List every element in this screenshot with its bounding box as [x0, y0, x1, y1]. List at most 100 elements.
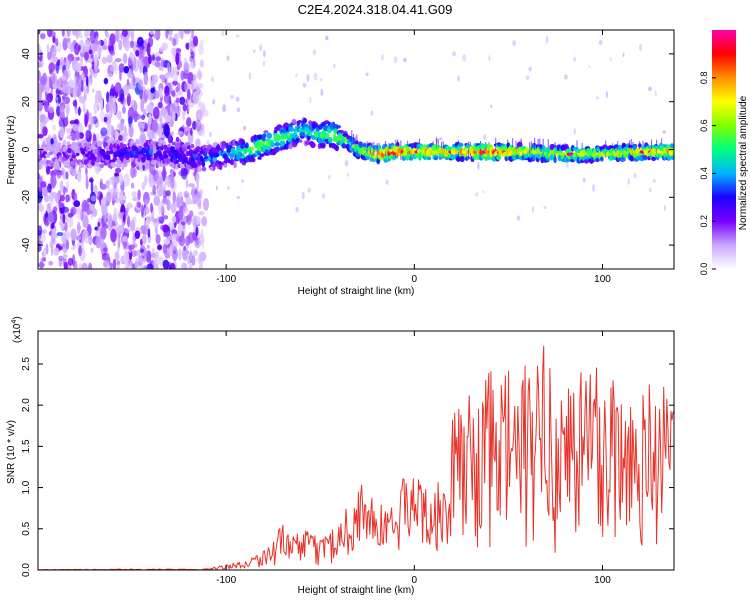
heatmap-noise-cell [152, 219, 160, 228]
heatmap-ridge-cell [314, 130, 320, 135]
heatmap-noise-cell [81, 262, 89, 269]
spectrogram-y-tick-label: -20 [21, 190, 32, 205]
heatmap-noise-cell [42, 229, 47, 234]
heatmap-noise-cell [235, 34, 240, 38]
heatmap-ridge-cell [484, 143, 489, 149]
heatmap-noise-cell [197, 104, 204, 109]
heatmap-noise-cell [122, 52, 128, 65]
heatmap-ridge-cell [240, 143, 245, 149]
heatmap-noise-cell [209, 131, 212, 138]
heatmap-noise-cell [47, 51, 52, 61]
heatmap-noise-cell [306, 74, 310, 82]
heatmap-noise-cell [70, 44, 75, 53]
heatmap-noise-cell [121, 106, 126, 114]
heatmap-streak [351, 130, 353, 146]
heatmap-noise-cell [194, 189, 198, 195]
heatmap-noise-cell [197, 93, 201, 106]
heatmap-ridge-cell [111, 162, 116, 168]
heatmap-noise-cell [236, 195, 241, 199]
heatmap-noise-cell [94, 53, 98, 67]
heatmap-noise-cell [191, 30, 195, 39]
spectrogram-y-axis-label: Frequency (Hz) [6, 116, 17, 185]
heatmap-ridge-cell [520, 145, 527, 150]
heatmap-noise-cell [97, 221, 101, 227]
heatmap-noise-cell [124, 228, 131, 234]
heatmap-noise-cell [180, 70, 185, 81]
heatmap-noise-cell [147, 228, 151, 238]
heatmap-noise-cell [110, 228, 117, 243]
heatmap-noise-cell [47, 183, 52, 194]
snr-multiplier-exponent: 4 [11, 320, 18, 324]
heatmap-noise-cell [67, 257, 74, 266]
heatmap-noise-cell [648, 86, 652, 92]
heatmap-noise-cell [295, 73, 298, 78]
heatmap-noise-cell [262, 61, 266, 67]
heatmap-ridge-cell [223, 163, 228, 168]
heatmap-noise-cell [151, 253, 156, 258]
heatmap-noise-cell [144, 198, 149, 205]
heatmap-noise-cell [144, 122, 148, 132]
heatmap-ridge-cell [221, 140, 227, 146]
heatmap-noise-cell [147, 121, 151, 130]
heatmap-noise-cell [482, 190, 485, 194]
heatmap-noise-cell [171, 215, 177, 223]
heatmap-noise-cell [38, 204, 44, 213]
heatmap-ridge-cell [182, 156, 188, 164]
heatmap-noise-cell [227, 185, 230, 191]
heatmap-ridge-cell [164, 154, 169, 159]
heatmap-noise-cell [301, 191, 305, 200]
heatmap-noise-cell [84, 30, 89, 37]
colorbar-ticks: 0.0 0.2 0.4 0.6 0.8 [699, 72, 716, 275]
spectrogram-y-tick-label: -40 [21, 237, 32, 252]
heatmap-noise-cell [159, 87, 163, 99]
heatmap-ridge-cell [114, 150, 120, 156]
heatmap-noise-cell [488, 54, 491, 62]
heatmap-noise-cell [38, 30, 41, 35]
heatmap-ridge-cell [243, 147, 248, 154]
heatmap-noise-cell [144, 175, 148, 186]
heatmap-noise-cell [59, 126, 65, 138]
heatmap-noise-cell [138, 44, 145, 50]
heatmap-ridge-cell [142, 139, 147, 143]
heatmap-noise-cell [109, 262, 114, 269]
heatmap-noise-cell [164, 72, 170, 79]
heatmap-noise-cell [155, 56, 162, 62]
heatmap-noise-cell [63, 139, 67, 145]
heatmap-noise-cell [137, 189, 141, 201]
heatmap-streak [576, 140, 578, 158]
colorbar-label: Normalized spectral amplitude [738, 95, 749, 230]
heatmap-noise-cell [598, 40, 603, 45]
heatmap-ridge-cell [65, 154, 70, 160]
heatmap-noise-cell [649, 188, 652, 193]
heatmap-noise-cell [38, 133, 44, 139]
heatmap-noise-cell [56, 231, 64, 237]
heatmap-ridge-cell [333, 128, 338, 134]
heatmap-noise-cell [59, 105, 65, 118]
heatmap-ridge-cell [558, 150, 564, 157]
heatmap-noise-cell [138, 79, 144, 91]
snr-y-tick-label: 0.0 [21, 563, 32, 577]
heatmap-ridge-cell [63, 160, 69, 165]
heatmap-ridge-cell [224, 155, 229, 162]
heatmap-noise-cell [662, 130, 666, 134]
heatmap-noise-cell [142, 191, 150, 205]
heatmap-ridge-cell [263, 130, 269, 134]
heatmap-noise-cell [167, 101, 171, 114]
snr-y-tick-label: 2.5 [21, 357, 32, 371]
heatmap-ridge-cell [148, 148, 153, 155]
heatmap-noise-cell [181, 261, 185, 269]
heatmap-noise-cell [148, 131, 153, 141]
heatmap-noise-cell [154, 263, 159, 269]
snr-x-tick-label: 100 [594, 575, 611, 586]
snr-x-axis-label: Height of straight line (km) [298, 585, 415, 596]
heatmap-ridge-cell [202, 151, 208, 157]
heatmap-noise-cell [196, 82, 202, 94]
heatmap-noise-cell [215, 185, 218, 191]
heatmap-noise-cell [74, 107, 79, 115]
heatmap-noise-cell [178, 248, 182, 261]
heatmap-noise-cell [483, 134, 486, 141]
heatmap-ridge-cell [241, 153, 245, 160]
heatmap-noise-cell [393, 55, 398, 64]
heatmap-noise-cell [142, 228, 149, 235]
heatmap-noise-cell [183, 190, 189, 199]
